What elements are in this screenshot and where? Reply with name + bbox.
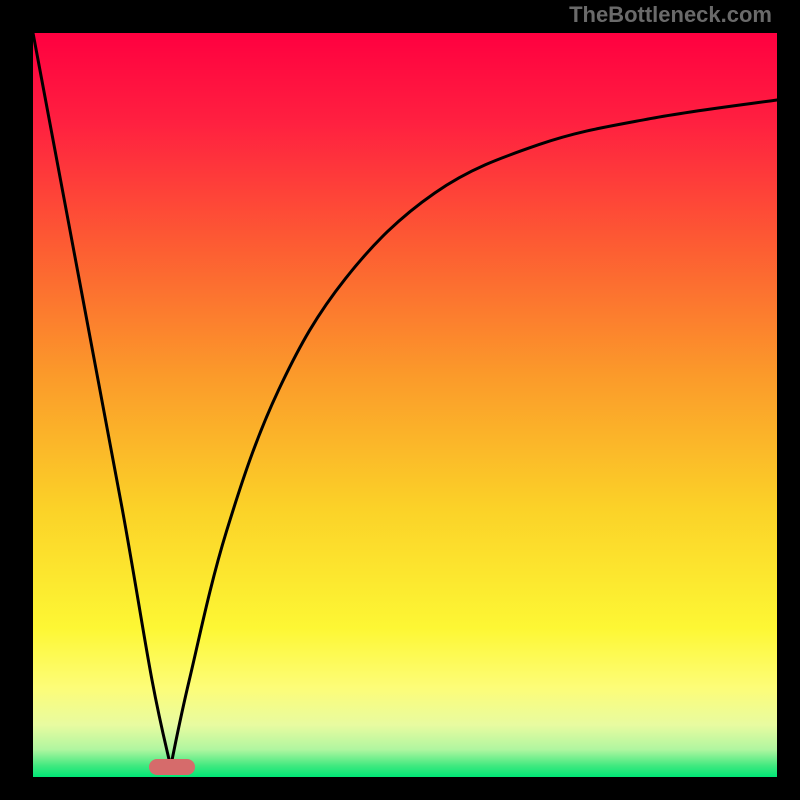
- valley-marker: [149, 759, 195, 775]
- plot-area: [33, 33, 777, 777]
- frame-right: [777, 0, 800, 800]
- frame-bottom: [0, 777, 800, 800]
- source-label: TheBottleneck.com: [569, 2, 772, 28]
- bottleneck-chart: TheBottleneck.com: [0, 0, 800, 800]
- frame-left: [0, 0, 33, 800]
- bottleneck-curve: [33, 33, 777, 777]
